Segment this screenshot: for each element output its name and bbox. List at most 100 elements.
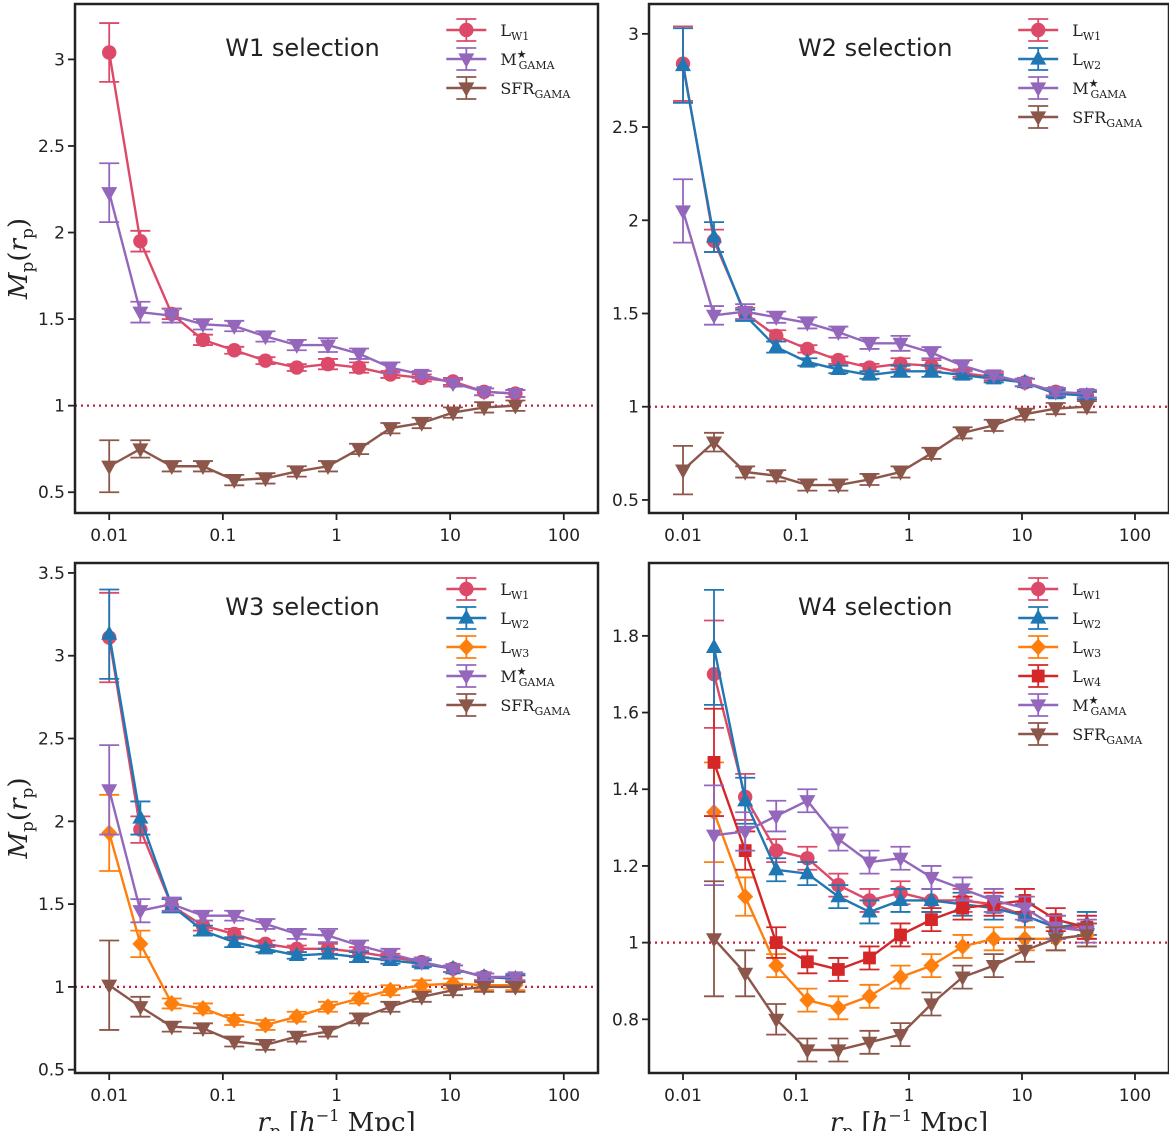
data-point <box>226 910 243 925</box>
series-mgama <box>99 162 526 403</box>
data-point <box>923 957 940 975</box>
data-point <box>705 829 722 845</box>
panel-title: W3 selection <box>225 593 380 621</box>
legend-entry: LW2 <box>1018 47 1101 72</box>
data-point <box>705 228 722 243</box>
legend-entry: SFRGAMA <box>446 693 571 718</box>
data-point <box>892 852 909 868</box>
data-point <box>675 205 692 220</box>
data-point <box>769 328 784 344</box>
data-point <box>319 1026 336 1041</box>
data-point <box>351 948 368 963</box>
data-point <box>830 326 847 341</box>
data-point <box>288 339 305 354</box>
data-point <box>194 921 211 937</box>
data-point <box>289 360 304 375</box>
y-tick-label: 1.8 <box>612 627 639 647</box>
legend-label: LW2 <box>1072 609 1101 631</box>
data-point <box>923 871 940 887</box>
y-tick-label: 3.5 <box>38 564 65 584</box>
data-point <box>954 938 971 955</box>
data-point <box>288 1030 305 1046</box>
data-point <box>768 311 785 327</box>
data-point <box>413 417 430 432</box>
data-point <box>861 473 878 489</box>
series-line <box>108 404 516 482</box>
legend-label: SFRGAMA <box>1072 725 1143 747</box>
data-point <box>132 1001 149 1016</box>
data-point <box>413 956 430 971</box>
x-tick-label: 0.01 <box>664 526 702 546</box>
y-tick-label: 1.4 <box>612 780 639 800</box>
x-tick-label: 100 <box>548 526 580 546</box>
y-tick-label: 0.5 <box>38 1061 65 1081</box>
series-line <box>682 405 1087 487</box>
data-point <box>194 1022 211 1038</box>
data-point <box>445 963 462 978</box>
legend-entry: LW2 <box>1018 606 1101 631</box>
y-tick-label: 2 <box>628 211 639 231</box>
data-point <box>288 465 305 481</box>
y-axis-label: Mp(rp) <box>4 777 38 859</box>
data-point <box>101 625 118 640</box>
data-point <box>799 864 816 880</box>
legend-entry: SFRGAMA <box>1018 722 1143 747</box>
data-point <box>226 1035 243 1051</box>
data-point <box>163 460 180 476</box>
legend-entry: LW1 <box>1018 577 1101 602</box>
data-point <box>769 843 784 858</box>
data-point <box>288 946 305 962</box>
data-point <box>1016 376 1033 392</box>
data-point <box>1016 408 1033 423</box>
legend-marker <box>459 22 474 38</box>
series-lw4 <box>703 707 1097 982</box>
series-mgama <box>99 744 526 986</box>
x-tick-label: 100 <box>1119 1086 1151 1106</box>
data-point <box>985 960 1002 975</box>
x-tick-label: 1 <box>331 526 342 546</box>
data-point <box>830 360 847 376</box>
data-point <box>985 369 1002 384</box>
data-point <box>1047 933 1064 948</box>
data-point <box>195 332 211 348</box>
series-line <box>681 63 1087 397</box>
data-point <box>1078 401 1095 416</box>
data-point <box>830 887 847 903</box>
series-line <box>108 634 516 980</box>
panel-1: 0.01 0.1 1 10 100 0.5 1 1.5 2 2.5 3 W1 selection Mp(… <box>4 2 600 546</box>
y-tick-label: 1 <box>628 398 639 418</box>
data-point <box>923 891 940 907</box>
data-point <box>1078 388 1095 403</box>
x-tick-label: 0.1 <box>782 526 809 546</box>
y-tick-label: 1 <box>54 397 65 417</box>
x-tick-label: 10 <box>439 526 461 546</box>
data-point <box>892 968 909 986</box>
data-point <box>132 809 149 824</box>
series-sfrgama <box>673 400 1097 496</box>
x-tick-label: 10 <box>439 1086 461 1106</box>
series-lw3 <box>99 793 526 1034</box>
data-point <box>1016 944 1033 960</box>
x-tick-label: 0.1 <box>209 526 236 546</box>
y-tick-label: 1.5 <box>38 895 65 915</box>
y-tick-label: 0.8 <box>612 1010 639 1030</box>
data-point <box>737 825 754 841</box>
y-tick-label: 2.5 <box>612 118 639 138</box>
legend-label: LW1 <box>500 580 529 602</box>
data-point <box>675 464 692 479</box>
data-point <box>737 791 754 807</box>
data-point <box>737 967 754 983</box>
data-point <box>101 460 118 476</box>
x-tick-label: 1 <box>904 1086 915 1106</box>
data-point <box>194 1000 211 1017</box>
data-point <box>923 362 940 377</box>
legend-entry: M★ GAMA <box>446 47 556 72</box>
data-point <box>954 883 971 898</box>
data-point <box>413 368 430 384</box>
data-point <box>861 856 878 871</box>
y-tick-label: 1 <box>54 978 65 998</box>
y-tick-label: 2.5 <box>38 730 65 750</box>
data-point <box>799 317 816 332</box>
data-point <box>382 422 399 437</box>
data-point <box>382 361 399 377</box>
